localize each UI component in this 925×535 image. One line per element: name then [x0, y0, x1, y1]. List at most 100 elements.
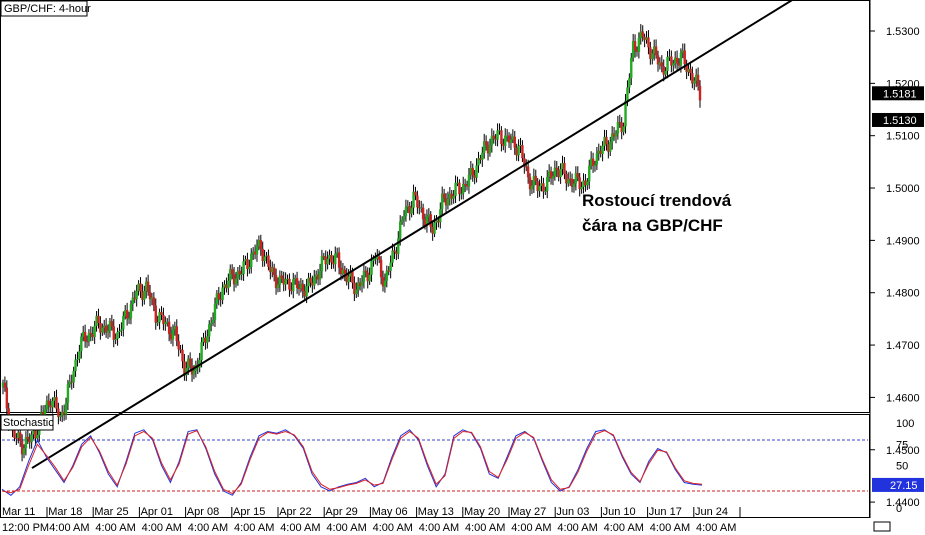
candle-body [570, 178, 574, 187]
candle-body [295, 277, 299, 288]
candle-body [284, 279, 287, 285]
candle-body [301, 283, 305, 291]
candle-body [313, 276, 316, 286]
candle-body [150, 297, 154, 300]
candle-body [528, 177, 532, 190]
candle-body [125, 310, 129, 319]
candle-body [49, 405, 52, 408]
candle-body [475, 165, 478, 178]
stochastic-panel [0, 414, 870, 518]
candle-body [416, 195, 419, 208]
candle-body [647, 37, 650, 48]
candle-body [588, 165, 591, 182]
candle-body [18, 432, 22, 441]
candle-body [337, 252, 341, 268]
time-tick-label: 4:00 AM [280, 522, 320, 534]
candle-body [668, 56, 671, 58]
candle-body [645, 37, 648, 40]
time-tick-label: 4:00 AM [465, 522, 505, 534]
candle-body [95, 315, 98, 326]
candle-body [148, 291, 152, 300]
candle-body [28, 439, 31, 443]
time-tick-label: 4:00 AM [95, 522, 135, 534]
candle-body [64, 402, 68, 415]
candle-body [263, 256, 266, 262]
candle-body [622, 126, 625, 133]
candle-body [108, 321, 112, 331]
candle-body [280, 275, 283, 279]
candle-body [41, 412, 45, 416]
candle-body [593, 164, 597, 166]
candle-body [293, 277, 297, 280]
candle-body [515, 147, 518, 156]
candle-body [349, 271, 352, 277]
candle-body [141, 291, 144, 300]
candle-body [257, 239, 261, 247]
candle-body [427, 214, 431, 217]
candle-body [381, 277, 385, 287]
candle-body [656, 55, 660, 65]
candle-body [584, 180, 587, 186]
candle-body [595, 153, 599, 165]
candle-body [341, 269, 345, 275]
candle-body [589, 158, 593, 166]
candle-body [460, 193, 463, 195]
time-tick-label: 4:00 AM [511, 522, 551, 534]
price-tick-label: 1.5300 [886, 26, 920, 38]
candle-body [681, 50, 685, 53]
candle-body [490, 135, 494, 146]
candle-body [255, 246, 259, 255]
candle-body [307, 277, 310, 287]
candle-body [288, 278, 291, 290]
candle-body [691, 73, 694, 84]
candle-body [57, 408, 60, 417]
candle-body [276, 284, 280, 289]
candle-body [370, 260, 373, 275]
candle-body [145, 281, 148, 292]
candle-body [124, 310, 127, 317]
candle-body [546, 176, 549, 191]
candle-body [633, 41, 637, 51]
candle-body [334, 253, 337, 265]
candle-body [183, 361, 186, 376]
price-badges: 1.5181 1.5130 27.15 [872, 86, 924, 492]
price-tick-label: 1.4500 [886, 445, 920, 457]
candle-body [624, 100, 627, 127]
candle-body [492, 135, 495, 139]
scroll-icon[interactable] [873, 521, 891, 532]
candle-body [278, 275, 282, 285]
date-tick-label: Jun 17 [649, 506, 682, 518]
candle-body [162, 315, 165, 325]
candle-body [219, 299, 222, 301]
candle-body [232, 274, 236, 285]
candle-body [45, 400, 49, 410]
candle-body [133, 297, 136, 300]
candle-body [114, 338, 117, 340]
candle-body [238, 270, 241, 275]
candle-body [62, 411, 66, 415]
candle-body [5, 387, 9, 409]
candle-body [246, 259, 249, 270]
candle-body [483, 141, 486, 153]
candle-body [612, 133, 616, 137]
stochastic-title: Stochastic [3, 417, 54, 429]
candle-body [316, 274, 320, 280]
candle-body [97, 315, 100, 324]
candle-body [70, 381, 73, 383]
candle-body [377, 256, 381, 260]
candle-body [171, 329, 175, 340]
candle-body [620, 122, 623, 133]
candle-body [269, 266, 272, 273]
candle-body [215, 293, 219, 304]
stochastic-tick-label: 50 [896, 461, 908, 473]
candle-body [526, 166, 530, 178]
candle-body [559, 169, 562, 178]
candle-body [173, 326, 177, 330]
candle-body [72, 371, 75, 383]
candle-body [282, 278, 285, 285]
candle-body [221, 287, 224, 300]
candle-body [290, 289, 293, 292]
candle-body [670, 56, 673, 66]
candle-body [507, 135, 511, 143]
candle-body [265, 255, 268, 257]
